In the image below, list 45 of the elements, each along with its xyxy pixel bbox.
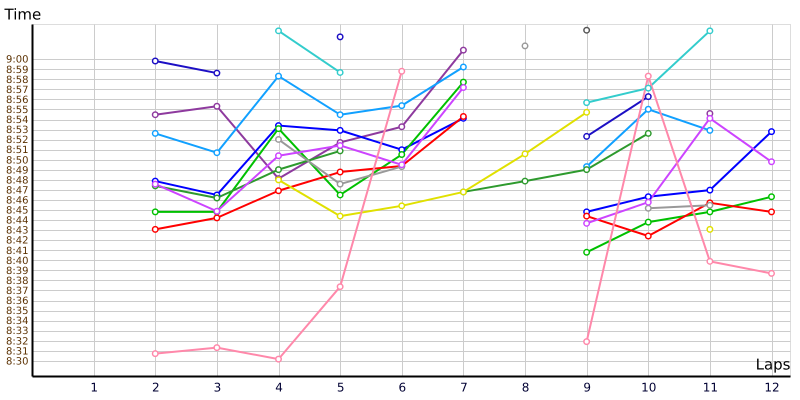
y-tick-label: 8:55 [6, 104, 28, 116]
x-tick-label: 8 [522, 380, 530, 394]
y-axis-title: Time [4, 6, 42, 24]
x-tick-label: 10 [641, 380, 656, 394]
y-tick-label: 8:54 [6, 115, 28, 126]
y-tick-label: 8:30 [6, 356, 28, 368]
x-axis-title: Laps [756, 356, 791, 374]
y-tick-label: 8:38 [6, 276, 28, 287]
x-tick-label: 7 [460, 380, 468, 394]
x-tick-label: 2 [152, 380, 160, 394]
x-tick-label: 1 [90, 380, 98, 394]
y-tick-label: 8:33 [6, 326, 28, 338]
y-tick-label: 8:34 [6, 316, 28, 328]
y-tick-label: 8:45 [6, 206, 28, 217]
y-tick-label: 8:59 [6, 64, 28, 76]
y-tick-label: 8:31 [6, 346, 28, 358]
x-tick-label: 4 [275, 380, 283, 394]
x-tick-label: 3 [214, 380, 222, 394]
y-tick-label: 8:47 [6, 185, 28, 196]
x-tick-label: 5 [336, 380, 344, 394]
y-tick-label: 8:42 [6, 236, 28, 247]
y-tick-label: 8:53 [6, 125, 28, 136]
y-tick-label: 8:56 [6, 94, 28, 106]
y-tick-label: 9:00 [6, 54, 28, 66]
y-tick-label: 8:51 [6, 145, 28, 156]
y-tick-label: 8:36 [6, 296, 28, 308]
y-tick-label: 8:52 [6, 135, 28, 146]
y-tick-label: 8:48 [6, 175, 28, 186]
y-tick-label: 8:35 [6, 306, 28, 318]
x-tick-label: 12 [764, 380, 780, 394]
y-tick-label: 8:43 [6, 226, 28, 237]
y-tick-label: 8:41 [6, 246, 28, 257]
y-tick-label: 8:40 [6, 256, 28, 267]
y-tick-label: 8:46 [6, 195, 28, 206]
y-tick-label: 8:58 [6, 74, 28, 86]
y-tick-label: 8:57 [6, 84, 28, 96]
x-tick-label: 9 [583, 380, 591, 394]
y-tick-label: 8:39 [6, 266, 28, 277]
y-tick-label: 8:49 [6, 165, 28, 176]
x-tick-label: 6 [398, 380, 406, 394]
y-tick-label: 8:32 [6, 336, 28, 348]
y-tick-label: 8:37 [6, 286, 28, 297]
y-tick-label: 8:50 [6, 155, 28, 166]
y-tick-label: 8:44 [6, 216, 28, 227]
x-tick-label: 11 [702, 380, 718, 394]
